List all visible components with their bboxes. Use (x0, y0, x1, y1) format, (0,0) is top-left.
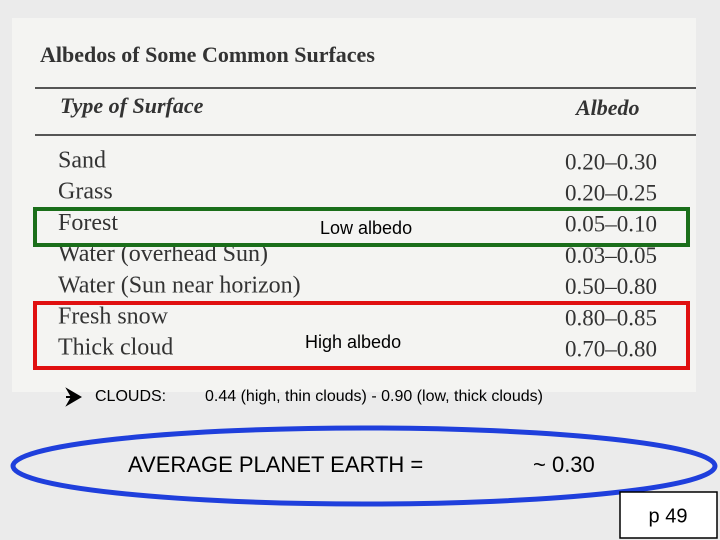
header-cell: Type of Surface (60, 93, 204, 118)
clouds-label: CLOUDS: (95, 388, 166, 405)
albedo-cell: 0.20–0.30 (565, 149, 657, 174)
scanned-table (12, 18, 696, 392)
high-albedo-label: High albedo (305, 332, 401, 352)
page-box (619, 491, 718, 539)
albedo-cell: 0.03–0.05 (565, 243, 657, 268)
surface-cell: Water (Sun near horizon) (58, 272, 301, 298)
arrow-bullet (65, 387, 82, 407)
highlight-ellipse (10, 425, 718, 507)
header-cell: Albedo (574, 95, 640, 120)
albedo-cell: 0.05–0.10 (565, 212, 657, 237)
surface-cell: Grass (58, 179, 113, 205)
albedo-cell: 0.50–0.80 (565, 274, 657, 299)
surface-cell: Fresh snow (58, 304, 169, 330)
high-albedo-box (33, 301, 690, 370)
surface-cell: Sand (58, 148, 106, 174)
albedo-cell: 0.70–0.80 (565, 336, 657, 361)
surface-cell: Forest (58, 210, 118, 236)
average-value: ~ 0.30 (533, 452, 595, 477)
low-albedo-label: Low albedo (320, 218, 412, 238)
clouds-text: 0.44 (high, thin clouds) - 0.90 (low, th… (205, 388, 543, 405)
table-title: Albedos of Some Common Surfaces (40, 42, 375, 67)
low-albedo-box (33, 207, 690, 247)
average-label: AVERAGE PLANET EARTH = (128, 452, 423, 477)
surface-cell: Thick cloud (58, 335, 173, 361)
albedo-cell: 0.80–0.85 (565, 305, 657, 330)
page-number: p 49 (649, 505, 688, 527)
table-rows: Sand 0.20–0.30 Grass 0.20–0.25 Forest 0.05–0.… (58, 148, 657, 362)
albedo-cell: 0.20–0.25 (565, 180, 657, 205)
